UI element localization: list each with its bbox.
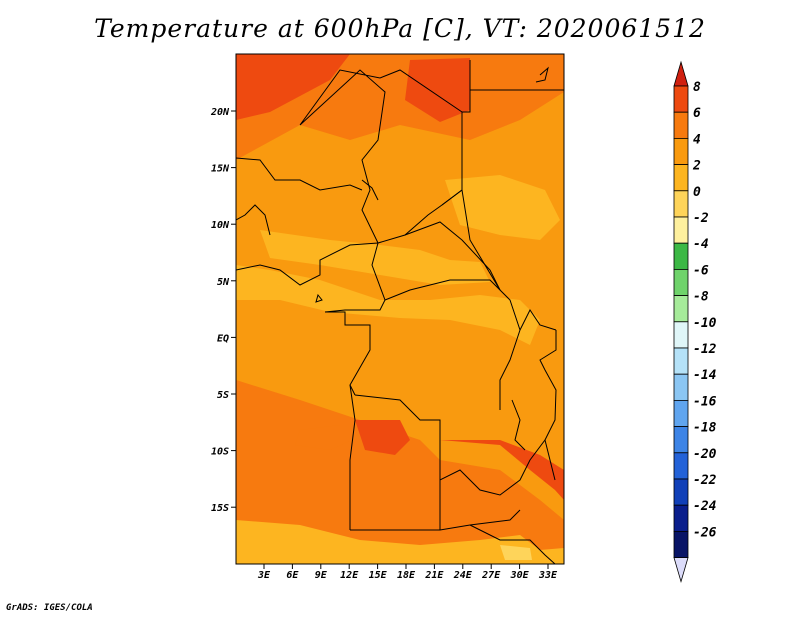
- border-uganda: [519, 309, 557, 331]
- border-zimbabwe: [469, 524, 556, 564]
- lon-label: 12E: [340, 570, 359, 581]
- lat-label: 5N: [217, 277, 230, 288]
- bioko-island: [315, 293, 323, 303]
- map-title: Temperature at 600hPa [C], VT: 202006151…: [94, 14, 706, 43]
- colorbar-box: [673, 504, 689, 532]
- lat-label: 15N: [211, 164, 230, 175]
- lat-label: 15S: [211, 503, 229, 514]
- border-sahel-south: [236, 157, 363, 191]
- lon-label: 18E: [397, 570, 416, 581]
- lon-label: 33E: [538, 570, 558, 581]
- colorbar-label: -26: [693, 525, 717, 540]
- colorbar-label: -8: [693, 290, 709, 305]
- lon-label: 30E: [510, 570, 530, 581]
- colorbar-label: 6: [693, 106, 701, 121]
- lon-label: 15E: [369, 570, 388, 581]
- colorbar-label: -22: [693, 473, 717, 488]
- colorbar-box: [673, 85, 689, 113]
- warm-core-southeast: [440, 440, 564, 500]
- longitude-axis: 3E 6E 9E 12E 15E 18E 21E 24E 27E 30E 33E: [257, 564, 558, 581]
- cool-patch-sudan: [445, 175, 560, 240]
- lon-label: 24E: [453, 570, 473, 581]
- colorbar-label: 2: [692, 159, 701, 174]
- cool-band-north-equator: [260, 230, 490, 285]
- lake-chad-outline: [361, 179, 379, 201]
- lat-label: EQ: [217, 333, 229, 344]
- colorbar-box: [673, 242, 689, 270]
- colorbar-box: [673, 452, 689, 480]
- colorbar-label: -10: [693, 316, 717, 331]
- colorbar-box: [673, 111, 689, 139]
- colorbar-box: [673, 164, 689, 192]
- colorbar-bottom-arrow: [673, 557, 689, 584]
- border-west-africa: [236, 204, 271, 236]
- latitude-axis: 20N 15N 10N 5N EQ 5S 10S 15S: [210, 107, 236, 514]
- colorbar-box: [673, 216, 689, 244]
- temperature-field: [236, 54, 564, 564]
- colorbar-label: 0: [693, 185, 701, 200]
- colorbar-label: -6: [693, 263, 709, 278]
- border-libya-egypt: [462, 60, 471, 113]
- lon-label: 6E: [286, 570, 299, 581]
- lon-label: 21E: [424, 570, 444, 581]
- colorbar-box: [673, 321, 689, 349]
- border-car-sudan: [404, 221, 501, 291]
- border-nigeria-cameroon: [236, 242, 379, 286]
- country-borders: [236, 60, 564, 564]
- lon-label: 9E: [315, 570, 328, 581]
- lon-label: 27E: [481, 570, 501, 581]
- colorbar-label: -2: [693, 211, 709, 226]
- cool-band-south: [236, 520, 564, 564]
- border-lakes-region: [539, 330, 557, 441]
- colorbar-label: -16: [693, 394, 717, 409]
- colorbar-box: [673, 295, 689, 323]
- colorbar-label: -20: [693, 447, 717, 462]
- warm-core-angola: [355, 420, 410, 455]
- map-frame: [235, 53, 565, 565]
- border-angola-coast: [349, 384, 356, 530]
- warm-band-south: [236, 380, 564, 564]
- grads-credit: GrADS: IGES/COLA: [6, 603, 93, 613]
- colorbar-label: -24: [693, 499, 717, 514]
- colorbar-box: [673, 373, 689, 401]
- border-chad-sudan: [441, 189, 501, 291]
- colorbar-top-arrow: [673, 60, 689, 87]
- cool-band-equator: [236, 265, 540, 345]
- cool-spot-south: [500, 545, 532, 560]
- lake-tanganyika: [511, 399, 526, 451]
- border-drc-north-east: [384, 279, 521, 410]
- colorbar-box: [673, 426, 689, 454]
- lon-label: 3E: [257, 570, 271, 581]
- warm-core-northwest: [236, 54, 350, 120]
- colorbar-label: -14: [693, 368, 717, 383]
- lat-label: 10N: [211, 220, 230, 231]
- colorbar-box: [673, 478, 689, 506]
- colorbar-label: 8: [693, 80, 701, 95]
- colorbar-label: -4: [693, 237, 709, 252]
- colorbar-box: [673, 190, 689, 218]
- lat-label: 10S: [211, 447, 229, 458]
- colorbar-label: 4: [693, 132, 701, 147]
- colorbar-box: [673, 347, 689, 375]
- lat-label: 5S: [217, 390, 229, 401]
- colorbar-label: -18: [693, 421, 717, 436]
- colorbar: 8 6 4 2 0 -2 -4 -6 -8 -10 -12 -14 -16 -18 -20 -22 -24 -26: [673, 60, 717, 584]
- colorbar-box: [673, 399, 689, 427]
- red-sea-coast: [535, 66, 549, 83]
- colorbar-box: [673, 137, 689, 165]
- lat-label: 20N: [210, 107, 230, 118]
- warm-patch-atlantic: [295, 425, 352, 450]
- border-car-cameroon: [324, 242, 386, 313]
- colorbar-box: [673, 268, 689, 296]
- colorbar-label: -12: [693, 342, 717, 357]
- colorbar-box: [673, 531, 689, 559]
